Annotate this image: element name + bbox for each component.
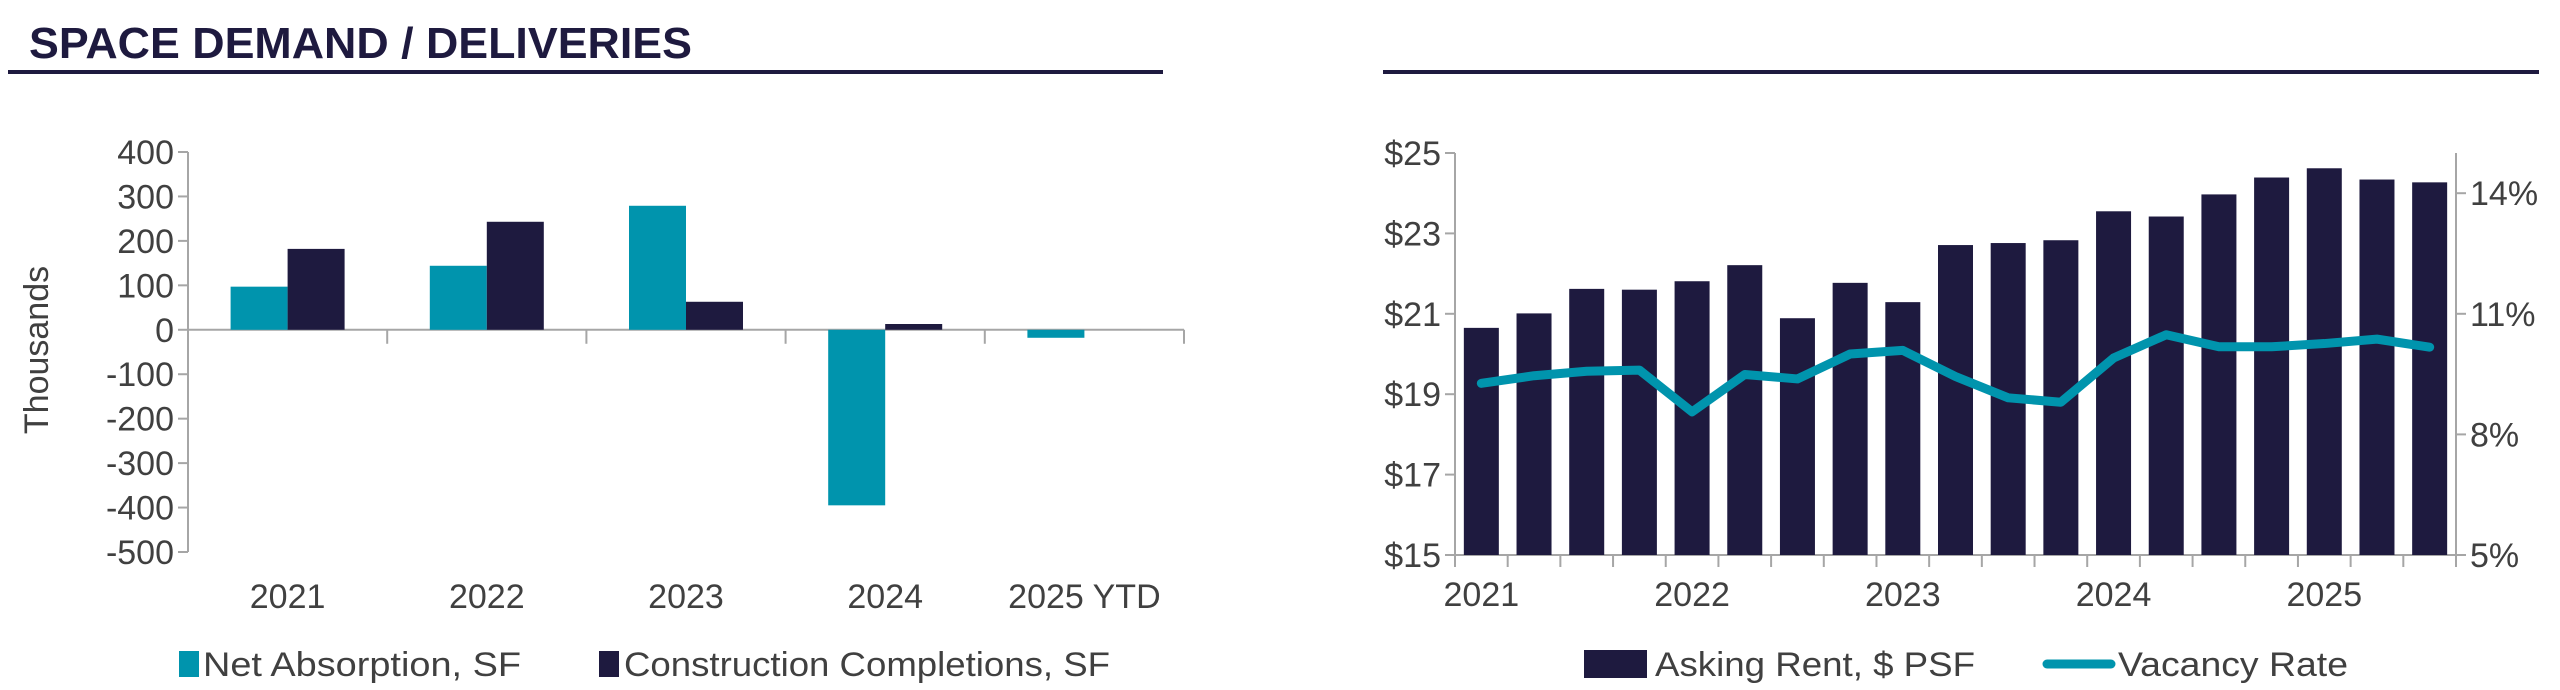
x-tick-label: 2023 — [1865, 576, 1941, 614]
bar-asking-rent — [2254, 177, 2290, 555]
bar-construction-completions — [885, 324, 943, 330]
x-tick-label: 2021 — [1444, 576, 1520, 614]
left-y-tick-label: $19 — [1384, 376, 1441, 414]
legend-label-asking-rent: Asking Rent, $ PSF — [1655, 646, 1975, 684]
x-tick-label: 2021 — [250, 578, 326, 616]
x-tick-label: 2024 — [847, 578, 923, 616]
y-tick-label: 400 — [117, 134, 174, 172]
page-title: SPACE DEMAND / DELIVERIES — [29, 19, 692, 68]
right-y-tick-label: 5% — [2470, 537, 2519, 575]
bar-asking-rent — [1779, 318, 1815, 555]
legend-label-net-absorption: Net Absorption, SF — [203, 646, 521, 684]
left-y-tick-label: $17 — [1384, 457, 1441, 495]
y-axis-label: Thousands — [18, 266, 56, 434]
bar-asking-rent — [1569, 288, 1605, 555]
left-y-tick-label: $25 — [1384, 135, 1441, 173]
y-tick-label: -500 — [106, 534, 174, 572]
x-tick-label: 2024 — [2076, 576, 2152, 614]
bar-asking-rent — [1621, 289, 1657, 555]
y-tick-label: 200 — [117, 223, 174, 261]
y-tick-label: 300 — [117, 178, 174, 216]
bar-asking-rent — [1463, 327, 1499, 555]
bar-construction-completions — [686, 301, 743, 330]
x-tick-label: 2022 — [449, 578, 525, 616]
bar-asking-rent — [2148, 216, 2184, 556]
x-tick-label: 2023 — [648, 578, 724, 616]
right-y-tick-label: 14% — [2470, 175, 2538, 213]
title-underline-left — [8, 70, 1163, 74]
left-y-tick-label: $21 — [1384, 296, 1441, 334]
bar-asking-rent — [2096, 211, 2132, 556]
bar-asking-rent — [1727, 265, 1763, 555]
left-y-tick-label: $15 — [1384, 537, 1441, 575]
legend: Net Absorption, SF Construction Completi… — [179, 646, 1110, 684]
legend: Asking Rent, $ PSF Vacancy Rate — [1584, 646, 2348, 684]
bar-asking-rent — [1674, 281, 1710, 555]
right-y-tick-label: 8% — [2470, 416, 2519, 454]
y-tick-label: 100 — [117, 267, 174, 305]
x-tick-label: 2025 — [2286, 576, 2362, 614]
bar-asking-rent — [1516, 313, 1552, 555]
legend-label-construction-completions: Construction Completions, SF — [624, 646, 1110, 684]
legend-label-vacancy-rate: Vacancy Rate — [2118, 646, 2348, 684]
bar-net-absorption — [629, 205, 686, 330]
y-tick-label: -100 — [106, 356, 174, 394]
left-y-tick-label: $23 — [1384, 215, 1441, 253]
bar-net-absorption — [429, 265, 487, 330]
y-tick-label: -300 — [106, 445, 174, 483]
bar-asking-rent — [2306, 168, 2342, 555]
x-tick-label: 2025 YTD — [1008, 578, 1160, 616]
rent-vacancy-chart: $25 $23 $21 $19 $17 $15 14% 11% 8% 5% 2021 2022 2023… — [1384, 135, 2538, 684]
bar-asking-rent — [2201, 194, 2237, 555]
bar-net-absorption — [828, 329, 886, 506]
bar-net-absorption — [230, 286, 288, 330]
legend-swatch-construction-completions — [599, 651, 619, 677]
bar-asking-rent — [2412, 182, 2448, 555]
bar-asking-rent — [1938, 245, 1973, 556]
y-tick-label: 0 — [155, 312, 174, 350]
bar-asking-rent — [2359, 179, 2395, 556]
bar-asking-rent — [1832, 282, 1868, 555]
right-y-tick-label: 11% — [2470, 296, 2536, 334]
legend-swatch-asking-rent — [1584, 650, 1647, 678]
bar-asking-rent — [1885, 302, 1921, 555]
x-tick-label: 2022 — [1654, 576, 1730, 614]
y-tick-label: -400 — [106, 490, 174, 528]
space-demand-chart: Thousands 400 300 200 100 0 -100 -200 -300 -400 -… — [18, 134, 1185, 684]
bar-construction-completions — [287, 248, 345, 330]
bar-net-absorption — [1027, 329, 1085, 338]
legend-swatch-net-absorption — [179, 651, 199, 677]
title-underline-right — [1383, 70, 2539, 74]
y-tick-label: -200 — [106, 401, 174, 439]
bar-construction-completions — [486, 221, 544, 330]
